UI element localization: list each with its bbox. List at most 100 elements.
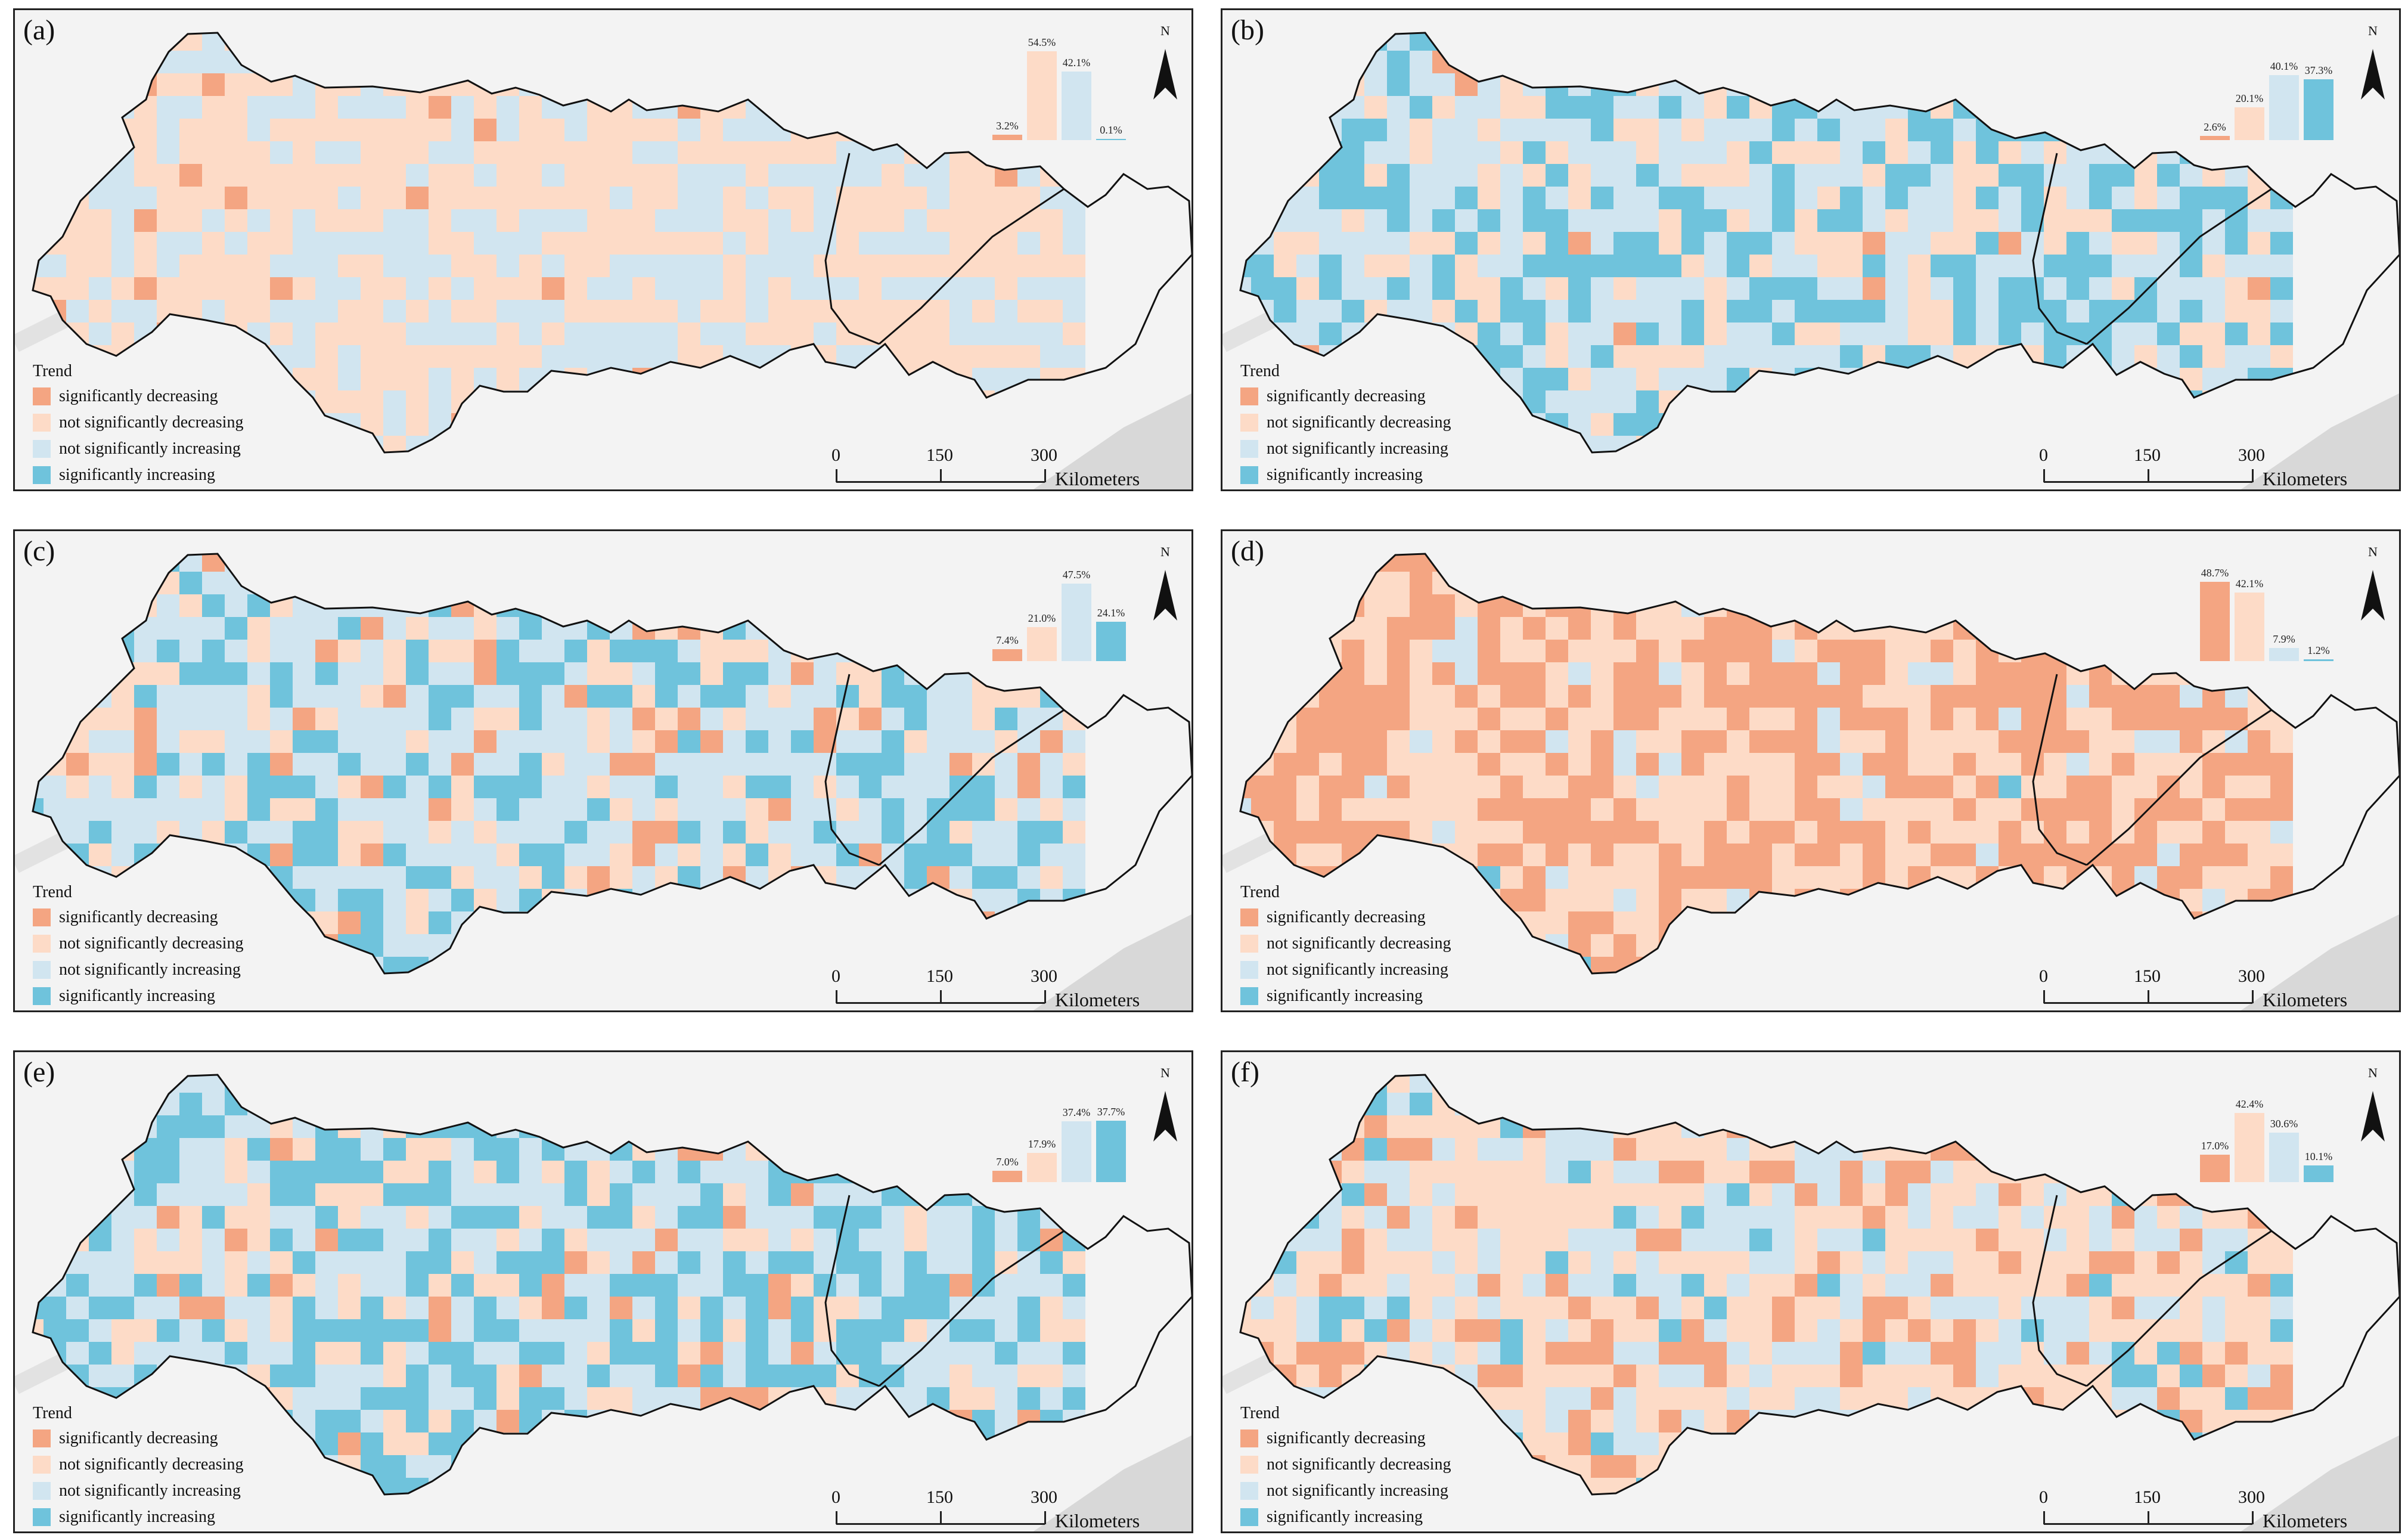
- grid-cell: [1432, 209, 1455, 232]
- grid-cell: [1953, 730, 1976, 753]
- grid-cell: [1931, 73, 1953, 96]
- grid-cell: [2112, 390, 2134, 413]
- grid-cell: [904, 1229, 927, 1251]
- grid-cell: [2248, 164, 2270, 187]
- grid-cell: [66, 1319, 89, 1342]
- grid-cell: [882, 1342, 904, 1365]
- grid-cell: [474, 1206, 497, 1229]
- grid-cell: [1795, 413, 1817, 436]
- grid-cell: [361, 96, 383, 119]
- grid-cell: [632, 209, 655, 232]
- grid-cell: [1931, 119, 1953, 141]
- grid-cell: [497, 187, 519, 209]
- grid-cell: [474, 1274, 497, 1297]
- grid-cell: [1999, 617, 2021, 640]
- grid-cell: [2180, 708, 2202, 730]
- grid-cell: [1455, 413, 1478, 436]
- grid-cell: [564, 821, 587, 844]
- grid-cell: [610, 685, 632, 708]
- grid-cell: [655, 323, 678, 345]
- grid-cell: [2202, 821, 2225, 844]
- grid-cell: [768, 1229, 791, 1251]
- grid-cell: [33, 1229, 44, 1251]
- grid-cell: [383, 1138, 406, 1161]
- grid-cell: [814, 554, 836, 572]
- grid-cell: [497, 73, 519, 96]
- legend-title: Trend: [33, 1404, 72, 1422]
- grid-cell: [904, 730, 927, 753]
- grid-cell: [1749, 277, 1772, 300]
- grid-cell: [2248, 753, 2270, 776]
- grid-cell: [564, 1093, 587, 1115]
- grid-cell: [678, 51, 700, 73]
- grid-cell: [1040, 730, 1063, 753]
- grid-cell: [383, 209, 406, 232]
- grid-cell: [179, 1183, 202, 1206]
- grid-cell: [768, 1297, 791, 1319]
- grid-cell: [89, 255, 111, 277]
- grid-cell: [791, 572, 814, 594]
- grid-cell: [655, 413, 678, 436]
- grid-cell: [1931, 708, 1953, 730]
- grid-cell: [859, 187, 882, 209]
- grid-cell: [202, 232, 225, 255]
- grid-cell: [315, 209, 338, 232]
- grid-cell: [383, 979, 406, 1002]
- grid-cell: [1040, 1319, 1063, 1342]
- grid-cell: [904, 164, 927, 187]
- grid-cell: [1432, 662, 1455, 685]
- grid-cell: [270, 277, 293, 300]
- grid-cell: [157, 323, 179, 345]
- grid-cell: [429, 164, 451, 187]
- grid-cell: [1040, 141, 1063, 164]
- grid-cell: [2021, 776, 2044, 798]
- grid-cell: [700, 1500, 723, 1523]
- grid-cell: [383, 187, 406, 209]
- grid-cell: [179, 708, 202, 730]
- grid-cell: [814, 1075, 836, 1093]
- grid-cell: [1659, 685, 1681, 708]
- grid-cell: [2134, 640, 2157, 662]
- percentage-label: 24.1%: [1097, 607, 1125, 619]
- legend-swatch: [33, 440, 51, 458]
- grid-cell: [678, 1183, 700, 1206]
- grid-cell: [1500, 866, 1523, 889]
- grid-cell: [542, 413, 564, 436]
- grid-cell: [497, 232, 519, 255]
- grid-cell: [1591, 1093, 1613, 1115]
- grid-cell: [1704, 345, 1727, 368]
- grid-cell: [995, 368, 1017, 390]
- grid-cell: [1795, 255, 1817, 277]
- grid-cell: [44, 776, 66, 798]
- grid-cell: [972, 662, 995, 685]
- grid-cell: [1636, 187, 1659, 209]
- grid-cell: [564, 1319, 587, 1342]
- grid-cell: [1591, 300, 1613, 323]
- grid-cell: [1817, 753, 1840, 776]
- grid-cell: [2248, 255, 2270, 277]
- grid-cell: [1500, 798, 1523, 821]
- grid-cell: [1040, 662, 1063, 685]
- grid-cell: [2157, 685, 2180, 708]
- grid-cell: [497, 685, 519, 708]
- grid-cell: [293, 436, 315, 452]
- grid-cell: [293, 209, 315, 232]
- grid-cell: [1387, 51, 1410, 73]
- grid-cell: [746, 33, 768, 51]
- grid-cell: [1500, 554, 1523, 572]
- grid-cell: [1953, 776, 1976, 798]
- grid-cell: [1568, 300, 1591, 323]
- grid-cell: [2225, 141, 2248, 164]
- grid-cell: [1455, 934, 1478, 957]
- background-landmass: [2241, 393, 2399, 489]
- grid-cell: [1908, 141, 1931, 164]
- grid-cell: [1772, 436, 1795, 452]
- grid-cell: [927, 33, 949, 51]
- grid-cell: [338, 368, 361, 390]
- grid-cell: [1319, 1093, 1342, 1115]
- grid-cell: [1795, 277, 1817, 300]
- grid-cell: [383, 1161, 406, 1183]
- grid-cell: [1953, 662, 1976, 685]
- grid-cell: [202, 730, 225, 753]
- grid-cell: [1040, 1432, 1063, 1455]
